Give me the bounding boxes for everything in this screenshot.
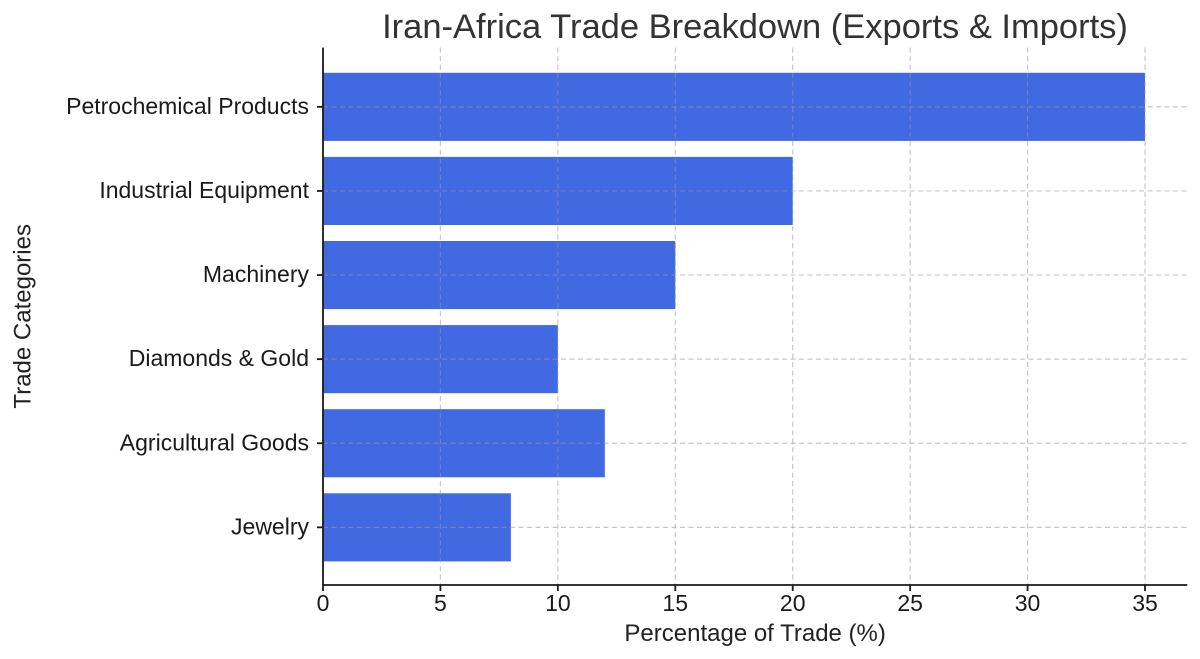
- svg-text:15: 15: [662, 590, 688, 616]
- svg-text:30: 30: [1015, 590, 1041, 616]
- svg-text:Iran-Africa Trade Breakdown (E: Iran-Africa Trade Breakdown (Exports & I…: [382, 8, 1128, 46]
- svg-text:35: 35: [1132, 590, 1158, 616]
- svg-text:25: 25: [897, 590, 923, 616]
- svg-text:Diamonds & Gold: Diamonds & Gold: [129, 345, 309, 371]
- svg-text:Agricultural Goods: Agricultural Goods: [120, 429, 309, 455]
- svg-text:Percentage of Trade (%): Percentage of Trade (%): [624, 620, 885, 647]
- svg-text:Jewelry: Jewelry: [231, 513, 309, 539]
- svg-text:Industrial Equipment: Industrial Equipment: [99, 177, 309, 203]
- svg-text:Trade Categories: Trade Categories: [10, 224, 37, 409]
- svg-text:10: 10: [545, 590, 571, 616]
- svg-text:Petrochemical Products: Petrochemical Products: [66, 93, 309, 119]
- svg-text:0: 0: [317, 590, 330, 616]
- svg-text:20: 20: [780, 590, 806, 616]
- svg-text:5: 5: [434, 590, 447, 616]
- svg-text:Machinery: Machinery: [203, 261, 310, 287]
